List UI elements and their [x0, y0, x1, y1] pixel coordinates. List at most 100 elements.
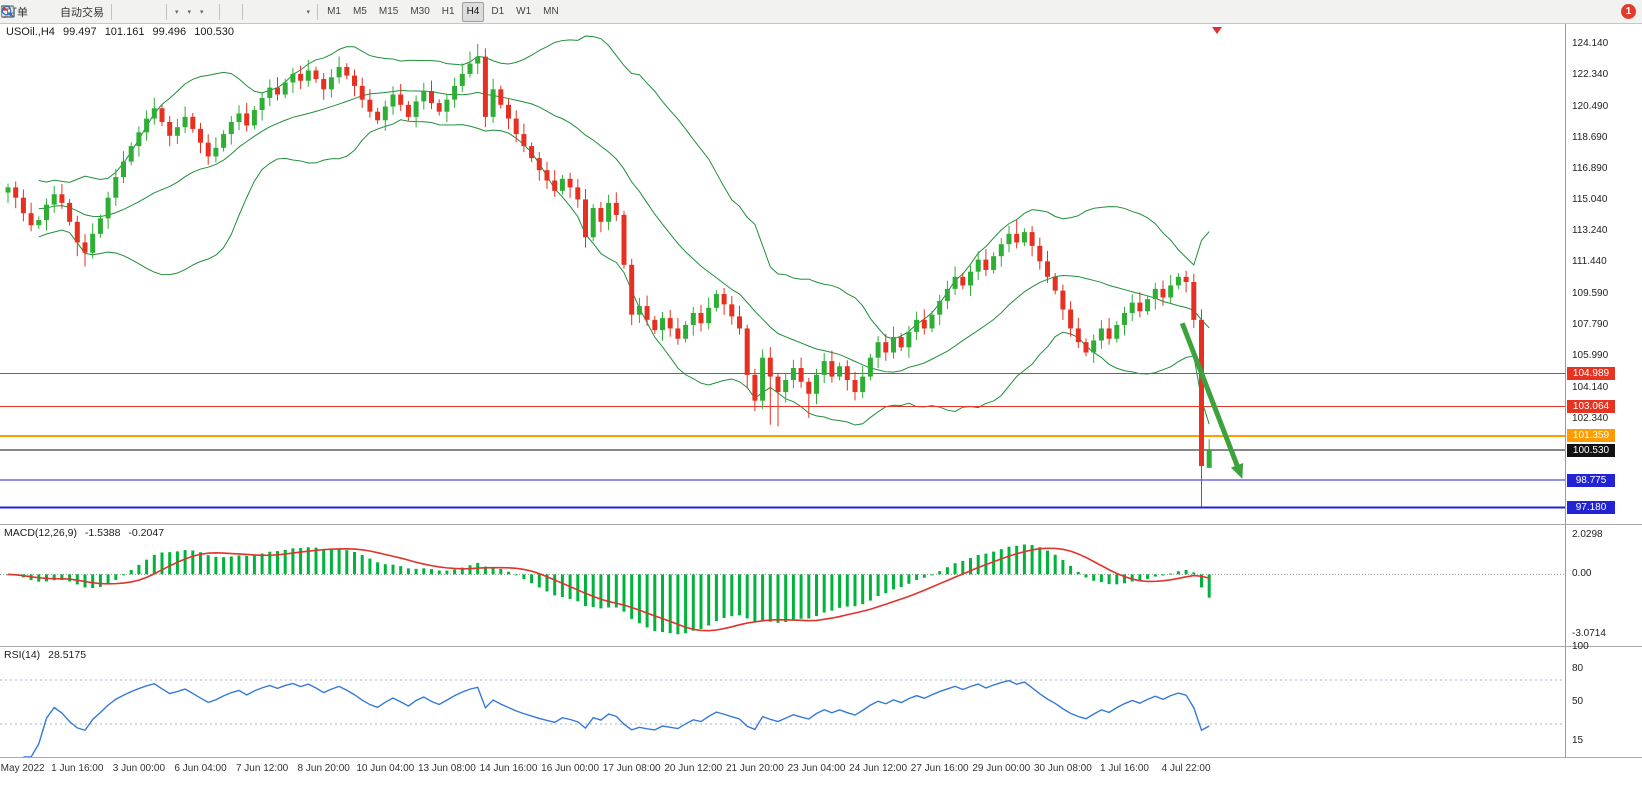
search-button[interactable] — [1, 1, 1615, 23]
algo-trading-button[interactable]: 自动交易 — [3, 1, 108, 23]
current-bar-marker-icon — [1211, 27, 1222, 34]
time-axis[interactable]: 31 May 2022 1 Jun 16:00 3 Jun 00:00 6 Jun 0… — [0, 758, 1642, 788]
time-axis-label: 23 Jun 04:00 — [787, 763, 846, 774]
dropdown-caret-icon: ▾ — [187, 8, 192, 16]
svg-text:T: T — [5, 7, 11, 17]
panel-splitter[interactable] — [0, 757, 1642, 758]
text-label-button[interactable]: T — [1, 1, 302, 23]
time-axis-label: 1 Jun 16:00 — [51, 763, 104, 774]
macd-histogram — [6, 544, 1211, 635]
timeframe-button-M5[interactable]: M5 — [352, 5, 367, 17]
time-axis-label: 13 Jun 08:00 — [417, 763, 476, 774]
macd-axis-label: 2.0298 — [1572, 529, 1603, 541]
time-axis-label: 3 Jun 00:00 — [112, 763, 166, 774]
text-button[interactable]: A — [4, 1, 294, 23]
toolbar-separator — [111, 3, 112, 20]
crosshair-button[interactable] — [1, 1, 239, 23]
macd-axis-label: -3.0714 — [1572, 627, 1606, 639]
rsi-axis-label: 15 — [1572, 734, 1584, 746]
macd-axis-label: 0.00 — [1572, 568, 1592, 580]
trendline-button[interactable] — [1, 1, 270, 23]
notification-badge[interactable]: 1 — [1621, 4, 1636, 19]
tile-windows-button[interactable] — [1, 1, 163, 23]
add-indicator-button[interactable]: ▾ — [1, 1, 196, 23]
channel-button[interactable] — [1, 1, 278, 23]
rsi-indicator-label: RSI(14) 28.5175 — [4, 649, 91, 661]
timeframe-button-H1[interactable]: H1 — [441, 5, 455, 17]
rsi-axis-label: 100 — [1572, 641, 1589, 652]
dropdown-caret-icon: ▾ — [200, 8, 204, 16]
chart-symbol-readout: USOil.,H4 99.497 101.161 99.496 100.530 — [6, 26, 239, 38]
macd-indicator-label: MACD(12,26,9) -1.5388 -0.2047 — [4, 527, 169, 539]
new-order-button[interactable] — [1, 1, 40, 23]
main-chart-pane[interactable] — [0, 24, 1565, 524]
rsi-axis-label: 80 — [1572, 663, 1584, 674]
candlestick-chart-button[interactable] — [2, 1, 131, 23]
timeframe-button-W1[interactable]: W1 — [516, 5, 532, 17]
bar-chart-button[interactable] — [2, 1, 123, 23]
price-axis-label: 118.690 — [1572, 131, 1608, 143]
algo-trading-label: 自动交易 — [60, 6, 104, 19]
time-axis-label: 6 Jun 04:00 — [174, 763, 227, 774]
price-axis-label: 124.140 — [1572, 37, 1609, 49]
trend-arrow[interactable] — [1179, 322, 1241, 469]
timeframe-button-M30[interactable]: M30 — [410, 5, 430, 17]
timeframe-button-M1[interactable]: M1 — [327, 5, 341, 17]
candles-layer — [5, 43, 1212, 507]
rsi-line — [23, 679, 1210, 757]
timeframe-button-D1[interactable]: D1 — [491, 5, 505, 17]
price-axis-label: 115.040 — [1572, 194, 1608, 206]
time-axis-label: 14 Jun 16:00 — [479, 763, 538, 774]
timeframe-button-H4[interactable]: H4 — [461, 1, 485, 22]
panel-splitter[interactable] — [0, 646, 1642, 647]
cursor-arrow-button[interactable] — [4, 1, 231, 23]
dropdown-caret-icon: ▾ — [306, 8, 311, 16]
time-axis-label: 16 Jun 00:00 — [541, 763, 599, 774]
price-axis-label: 109.590 — [1572, 288, 1609, 300]
price-badge-97.180: 97.180 — [1567, 501, 1615, 515]
macd-name: MACD(12,26,9) — [4, 527, 77, 539]
price-axis-label: 116.890 — [1572, 162, 1608, 174]
rsi-name: RSI(14) — [4, 649, 41, 661]
toolbar-separator — [166, 3, 167, 20]
low-value: 99.496 — [152, 26, 187, 38]
vertical-line-button[interactable] — [6, 1, 254, 23]
indicators-button[interactable]: ▾ — [1, 1, 183, 23]
fibonacci-button[interactable] — [1, 1, 286, 23]
macd-main-value: -1.5388 — [84, 527, 121, 539]
zoom-out-button[interactable] — [1, 1, 155, 23]
macd-signal-line — [7, 547, 1210, 632]
close-value: 100.530 — [194, 26, 234, 38]
chart-window-button[interactable] — [0, 1, 48, 23]
help-globe-button[interactable] — [1, 1, 56, 23]
timeframe-button-MN[interactable]: MN — [543, 5, 559, 17]
trend-arrow-head — [1230, 462, 1244, 479]
bollinger-upper-line — [38, 35, 1210, 340]
panel-splitter[interactable] — [0, 524, 1642, 525]
time-axis-label: 1 Jul 16:00 — [1100, 763, 1149, 774]
timeframe-button-M15[interactable]: M15 — [378, 5, 399, 17]
zoom-in-button[interactable] — [1, 1, 147, 23]
periods-clock-button[interactable]: ▾ — [1, 1, 208, 23]
symbol-timeframe: USOil.,H4 — [6, 26, 55, 38]
time-axis-label: 17 Jun 08:00 — [602, 763, 661, 774]
time-axis-label: 8 Jun 20:00 — [297, 763, 350, 774]
arrows-button[interactable]: ▾ — [1, 1, 315, 23]
time-axis-label: 20 Jun 12:00 — [664, 763, 723, 774]
price-axis-label: 105.990 — [1572, 350, 1609, 362]
macd-pane[interactable] — [0, 525, 1565, 645]
open-value: 99.497 — [62, 26, 97, 38]
price-axis[interactable]: 104.989 103.064 101.359 100.530 98.775 97.180… — [1566, 0, 1642, 810]
bollinger-lower-line — [38, 119, 1210, 426]
toolbar-separator — [241, 3, 243, 20]
search-icon — [1, 5, 14, 18]
price-axis-label: 102.340 — [1572, 412, 1609, 424]
rsi-pane[interactable] — [0, 647, 1565, 757]
horizontal-line-button[interactable] — [1, 1, 262, 23]
time-axis-label: 27 Jun 16:00 — [910, 763, 969, 774]
chart-shift-button[interactable] — [1, 1, 216, 23]
line-chart-button[interactable] — [1, 1, 139, 23]
price-axis-label: 104.140 — [1572, 381, 1609, 393]
price-axis-label: 111.440 — [1572, 256, 1607, 268]
